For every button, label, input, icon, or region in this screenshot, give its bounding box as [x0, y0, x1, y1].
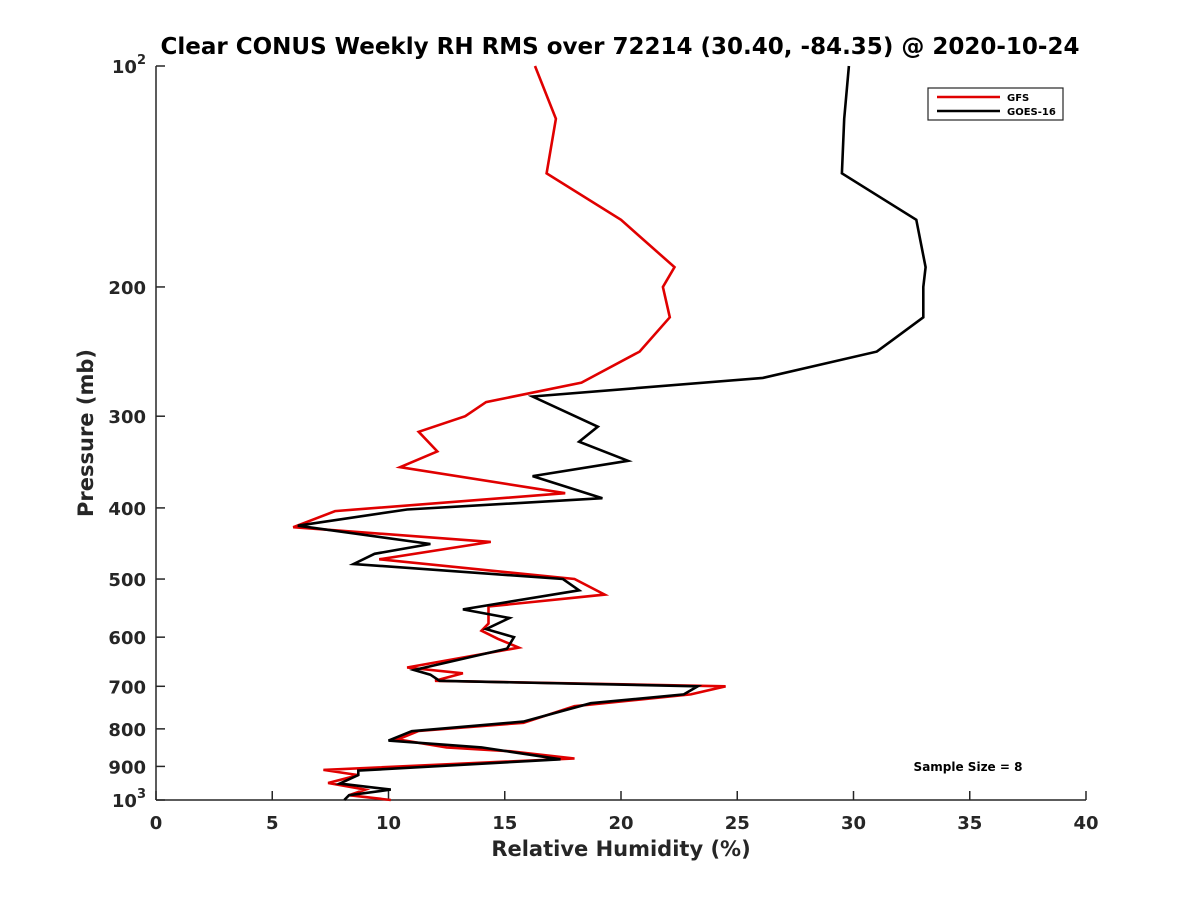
y-tick-label-base: 500	[108, 570, 146, 591]
y-tick-label: 102	[112, 53, 146, 78]
y-tick-label: 200	[108, 278, 146, 299]
y-tick-label-base: 300	[108, 407, 146, 428]
x-tick-label: 0	[150, 813, 163, 834]
legend-label-gfs: GFS	[1007, 93, 1029, 104]
x-axis-label: Relative Humidity (%)	[491, 837, 750, 861]
y-tick-label: 300	[108, 407, 146, 428]
x-tick-label: 15	[492, 813, 517, 834]
x-tick-label: 35	[957, 813, 982, 834]
x-tick-label: 40	[1073, 813, 1098, 834]
sample-size-annotation: Sample Size = 8	[914, 760, 1023, 774]
x-tick-label: 5	[266, 813, 279, 834]
y-tick-label: 700	[108, 677, 146, 698]
y-tick-label-base: 700	[108, 677, 146, 698]
y-tick-label-base: 10	[112, 791, 137, 812]
y-tick-label-base: 900	[108, 757, 146, 778]
y-tick-label-base: 10	[112, 57, 137, 78]
x-tick-label: 25	[725, 813, 750, 834]
series-line-gfs	[292, 65, 726, 802]
x-tick-label: 30	[841, 813, 866, 834]
chart-title: Clear CONUS Weekly RH RMS over 72214 (30…	[161, 34, 1080, 60]
x-axis-ticks: 0 5 10 15 20 25 30 35 40	[150, 791, 1099, 834]
data-series	[292, 65, 927, 802]
series-line-goes16	[297, 65, 927, 801]
y-tick-label: 103	[112, 787, 146, 812]
y-tick-label-base: 400	[108, 499, 146, 520]
x-tick-label: 10	[376, 813, 401, 834]
y-tick-label-base: 800	[108, 720, 146, 741]
y-tick-label-base: 600	[108, 628, 146, 649]
y-tick-label-base: 200	[108, 278, 146, 299]
legend-box	[927, 87, 1064, 121]
legend: GFS GOES-16	[927, 87, 1064, 121]
y-tick-label: 500	[108, 570, 146, 591]
plot-axes	[155, 66, 1086, 801]
legend-label-goes16: GOES-16	[1007, 107, 1056, 118]
y-tick-label-exponent: 3	[137, 787, 146, 802]
y-tick-label: 900	[108, 757, 146, 778]
x-tick-label: 20	[608, 813, 633, 834]
y-axis-label: Pressure (mb)	[74, 349, 98, 517]
y-tick-label: 600	[108, 628, 146, 649]
y-tick-label: 400	[108, 499, 146, 520]
y-tick-label: 800	[108, 720, 146, 741]
y-tick-label-exponent: 2	[137, 53, 146, 68]
